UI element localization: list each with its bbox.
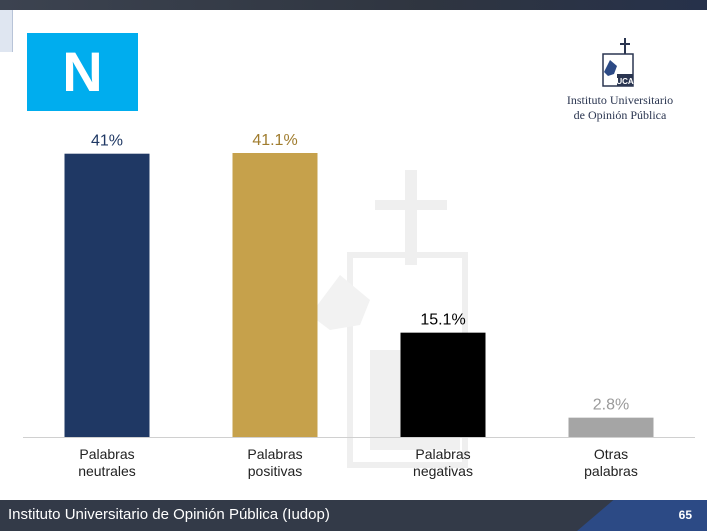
data-label-1: 41.1% xyxy=(252,132,297,149)
bar-chart: 41% Palabras neutrales 41.1% Palabras positiv… xyxy=(23,132,695,479)
section-letter-badge: N xyxy=(27,33,138,111)
category-label-2: Palabras negativas xyxy=(413,446,473,479)
category-label-0: Palabras neutrales xyxy=(78,446,136,479)
bar-2 xyxy=(400,332,486,437)
data-label-2: 15.1% xyxy=(420,312,465,329)
bar-3 xyxy=(568,417,654,437)
svg-text:UCA: UCA xyxy=(616,77,634,86)
logo-line-2: de Opinión Pública xyxy=(573,108,667,122)
category-label-3: Otras palabras xyxy=(584,446,638,479)
logo-line-1: Instituto Universitario xyxy=(566,93,674,107)
data-label-0: 41% xyxy=(91,133,123,150)
bar-1 xyxy=(232,153,318,437)
page-number: 65 xyxy=(678,508,692,522)
footer-text: Instituto Universitario de Opinión Públi… xyxy=(8,506,330,523)
iudop-logo-icon: UCA xyxy=(602,38,634,87)
top-corner-tab xyxy=(0,10,13,52)
category-label-1: Palabras positivas xyxy=(247,446,302,479)
footer-bar: Instituto Universitario de Opinión Públi… xyxy=(0,500,707,531)
top-band xyxy=(0,0,707,10)
bar-0 xyxy=(64,153,150,438)
iudop-logo: UCA Instituto Universitario de Opinión P… xyxy=(560,38,680,128)
data-label-3: 2.8% xyxy=(593,397,629,414)
